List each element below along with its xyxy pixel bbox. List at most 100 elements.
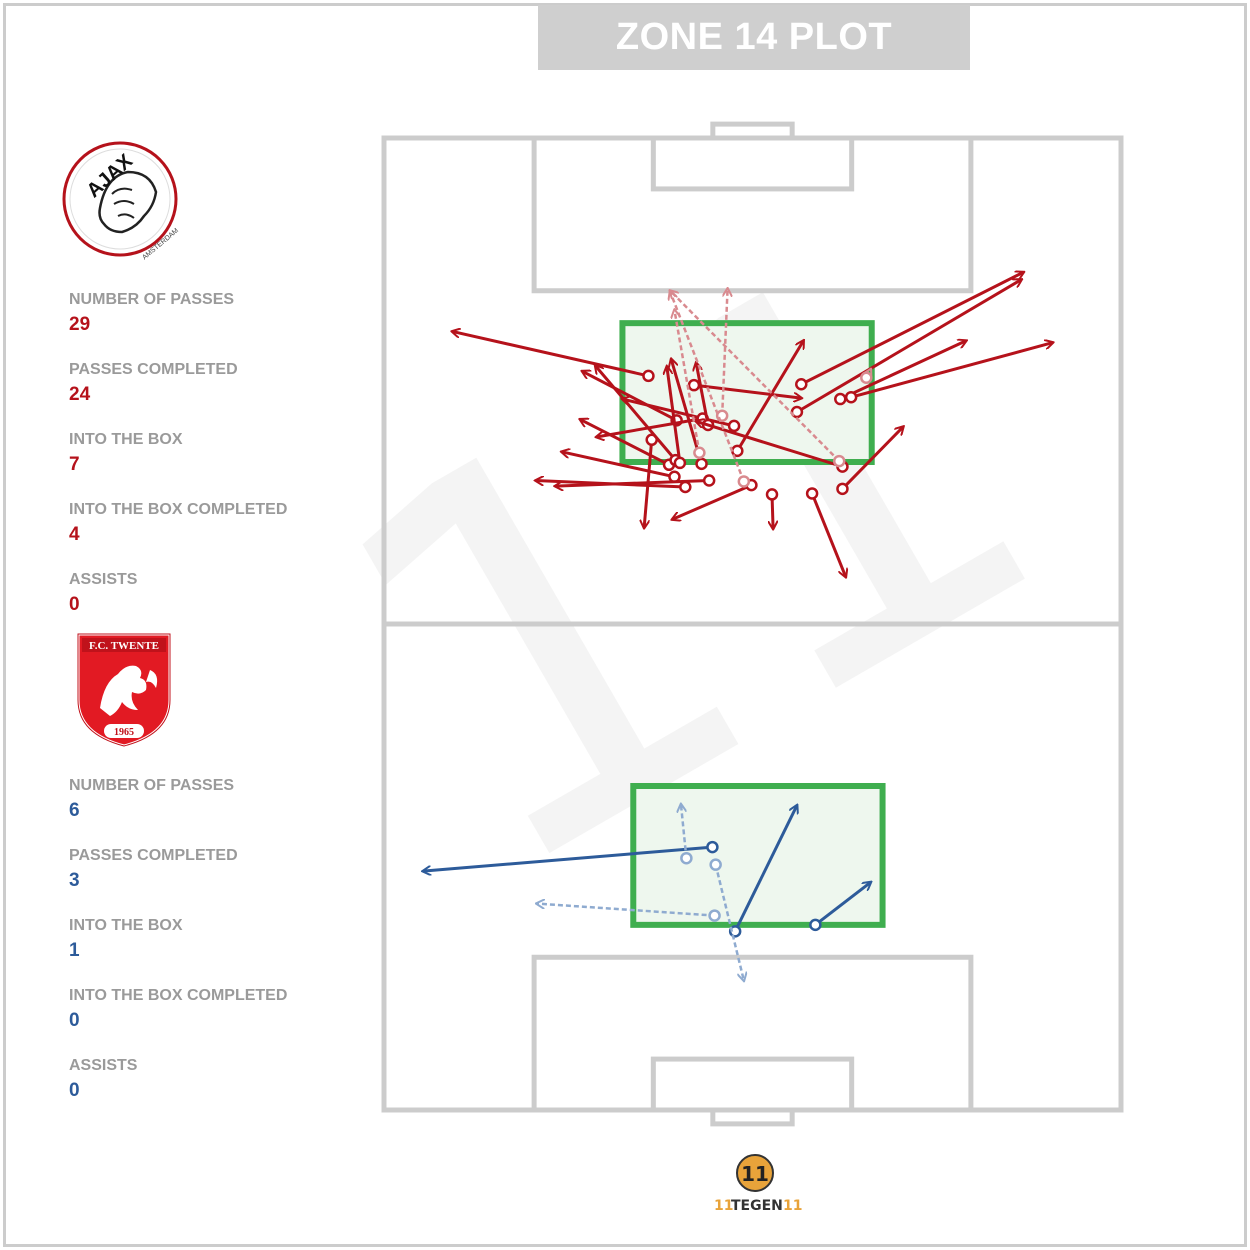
stat-value: 0 xyxy=(69,1080,80,1101)
goal-bottom xyxy=(710,1107,795,1127)
pass-origin-point xyxy=(702,474,716,487)
stat-row: NUMBER OF PASSES 6 xyxy=(69,777,369,847)
goal-area-bottom xyxy=(650,1056,855,1113)
stat-value: 24 xyxy=(69,384,91,405)
twente-crest-text: F.C. TWENTE xyxy=(89,640,159,652)
stat-row: INTO THE BOX COMPLETED 4 xyxy=(69,501,369,571)
stat-value: 1 xyxy=(69,940,80,961)
pass-arrow xyxy=(850,343,1053,399)
pitch-lines xyxy=(381,121,1124,1127)
pass-arrow xyxy=(733,805,797,932)
pass-origin-point xyxy=(834,392,847,406)
zone14-away xyxy=(630,783,886,928)
pass-origin-point xyxy=(687,378,701,392)
pass-arrow xyxy=(720,289,727,416)
pass-arrow xyxy=(674,310,701,453)
stat-row: NUMBER OF PASSES 29 xyxy=(69,291,369,361)
pass-origin-point xyxy=(693,446,706,459)
pass-arrow xyxy=(671,359,704,465)
stat-label: INTO THE BOX xyxy=(69,917,183,934)
stat-value: 0 xyxy=(69,1010,80,1031)
pass-arrow xyxy=(681,805,688,859)
pass-arrow xyxy=(796,280,1021,414)
pass-origin-point xyxy=(809,918,822,932)
stat-row: INTO THE BOX 7 xyxy=(69,431,369,501)
title-banner: ZONE 14 PLOT xyxy=(538,5,970,70)
stat-row: ASSISTS 0 xyxy=(69,571,369,641)
brand-logo: 11 11 TEGEN 11 xyxy=(714,1154,802,1214)
pass-arrow xyxy=(580,419,670,467)
pass-origin-point xyxy=(728,925,742,938)
pass-arrow xyxy=(814,882,870,927)
pass-origin-point xyxy=(695,457,708,471)
pass-origin-point xyxy=(727,419,741,433)
stat-label: NUMBER OF PASSES xyxy=(69,291,235,308)
stat-row: PASSES COMPLETED 3 xyxy=(69,847,369,917)
ajax-crest: AJAX AMSTERDAM xyxy=(62,141,180,261)
brand-name-left: 11 xyxy=(714,1198,733,1214)
chart-title: ZONE 14 PLOT xyxy=(615,16,893,58)
pass-arrow xyxy=(452,331,649,378)
pass-arrow xyxy=(622,399,735,428)
penalty-area-bottom xyxy=(531,954,974,1113)
pass-origin-point xyxy=(642,369,655,383)
pass-arrow xyxy=(696,363,710,426)
pass-arrow xyxy=(800,272,1023,386)
pass-arrow xyxy=(714,864,744,981)
pass-origin-point xyxy=(679,480,692,494)
stat-row: INTO THE BOX COMPLETED 0 xyxy=(69,987,369,1057)
pass-arrow xyxy=(562,452,675,479)
pass-origin-point xyxy=(832,454,846,468)
stat-label: PASSES COMPLETED xyxy=(69,847,238,864)
stat-row: ASSISTS 0 xyxy=(69,1057,369,1127)
pass-origin-point xyxy=(795,377,808,391)
brand-name-right: 11 xyxy=(783,1198,802,1214)
brand-mark: 11 xyxy=(741,1162,769,1186)
pass-arrow xyxy=(670,292,745,482)
pass-arrow xyxy=(841,427,903,490)
pass-origin-point xyxy=(860,371,873,385)
pass-arrow xyxy=(672,483,753,519)
pass-origin-point xyxy=(708,909,721,922)
pass-arrow xyxy=(644,439,654,528)
pass-origin-point xyxy=(680,851,693,865)
pass-arrow xyxy=(693,383,801,398)
stat-row: INTO THE BOX 1 xyxy=(69,917,369,987)
brand-name-mid: TEGEN xyxy=(731,1198,783,1214)
pass-origin-point xyxy=(836,482,849,496)
pass-arrow xyxy=(810,492,846,576)
pass-arrow xyxy=(555,479,710,487)
pass-arrow xyxy=(839,341,966,401)
pass-origin-point xyxy=(805,487,819,500)
ajax-passes xyxy=(452,272,1052,577)
stat-label: PASSES COMPLETED xyxy=(69,361,238,378)
pass-origin-point xyxy=(765,488,779,501)
stat-label: INTO THE BOX COMPLETED xyxy=(69,987,288,1004)
pass-origin-point xyxy=(737,475,751,488)
stat-value: 7 xyxy=(69,454,80,475)
stat-value: 4 xyxy=(69,524,80,545)
stat-label: ASSISTS xyxy=(69,571,138,588)
stat-label: INTO THE BOX COMPLETED xyxy=(69,501,288,518)
stat-label: ASSISTS xyxy=(69,1057,138,1074)
pass-arrow xyxy=(667,367,682,464)
pass-origin-point xyxy=(709,858,722,871)
goal-top xyxy=(710,121,795,141)
twente-stats: NUMBER OF PASSES 6 PASSES COMPLETED 3 INTO T… xyxy=(69,777,369,1127)
stat-value: 3 xyxy=(69,870,80,891)
pass-origin-point xyxy=(844,390,858,404)
stat-value: 0 xyxy=(69,594,80,615)
outer-frame xyxy=(3,3,1247,1247)
pass-origin-point xyxy=(706,840,719,854)
stat-label: INTO THE BOX xyxy=(69,431,183,448)
pass-arrow xyxy=(595,366,677,462)
pass-arrow xyxy=(696,421,843,469)
twente-passes xyxy=(423,805,871,981)
stat-row: PASSES COMPLETED 24 xyxy=(69,361,369,431)
ajax-stats: NUMBER OF PASSES 29 PASSES COMPLETED 24 INTO… xyxy=(69,291,369,641)
pass-arrows xyxy=(423,272,1053,980)
pass-arrow xyxy=(537,904,715,917)
pass-arrow xyxy=(423,845,713,871)
stat-value: 6 xyxy=(69,800,80,821)
